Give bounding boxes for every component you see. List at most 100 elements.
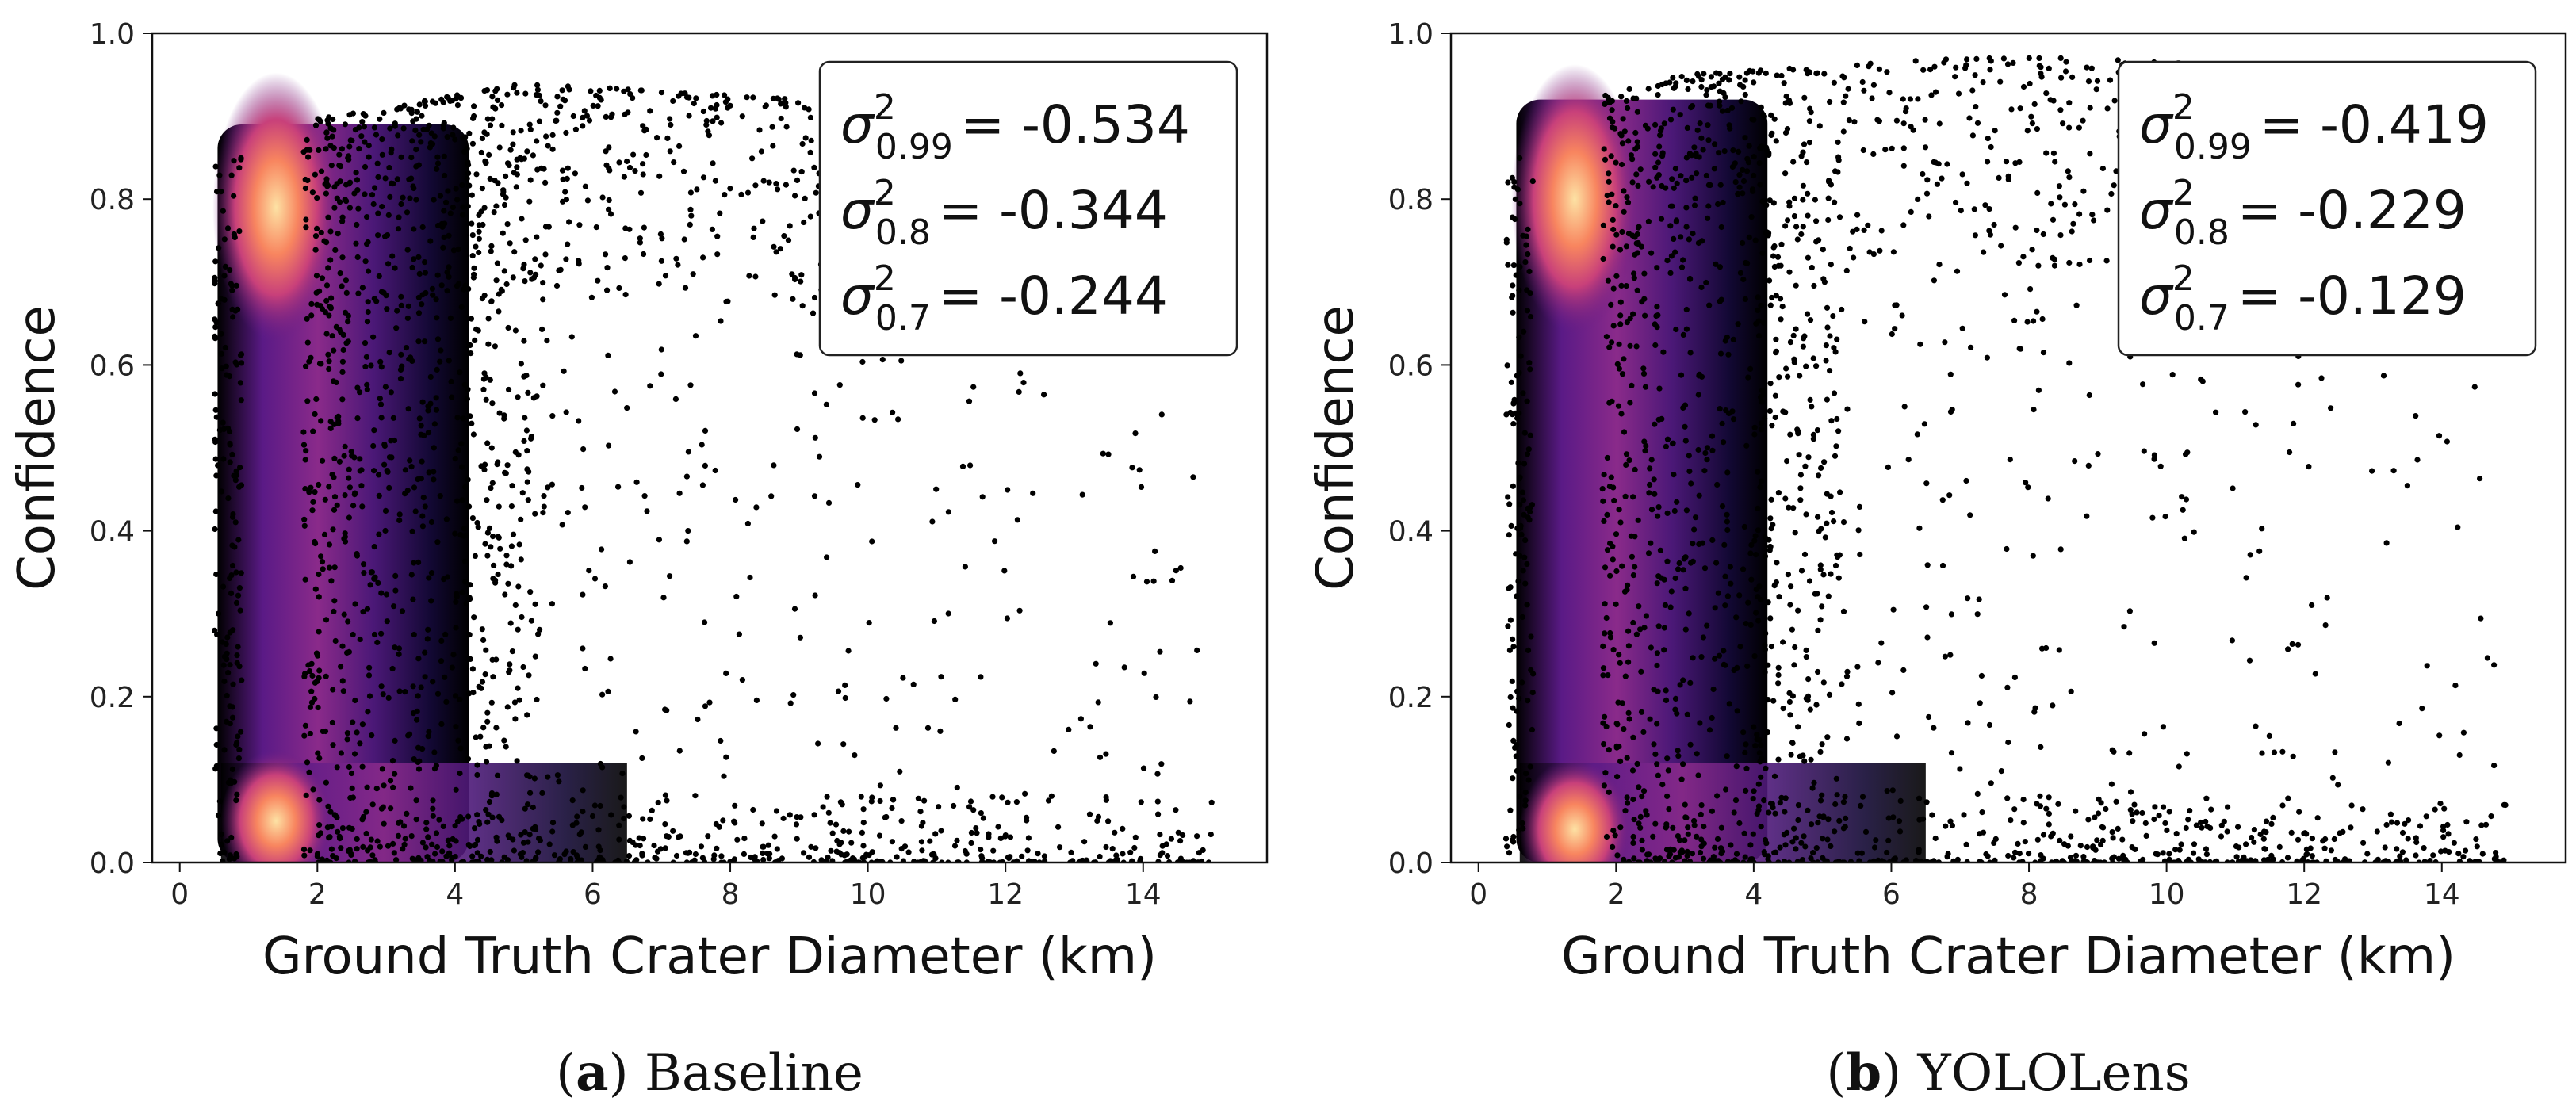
scatter-point xyxy=(1655,159,1662,166)
scatter-point xyxy=(371,631,378,638)
scatter-point xyxy=(469,515,477,522)
scatter-point xyxy=(2004,684,2011,690)
scatter-point xyxy=(1510,775,1516,782)
scatter-point xyxy=(443,516,450,522)
scatter-point xyxy=(331,598,338,604)
scatter-point xyxy=(1601,741,1607,748)
scatter-point xyxy=(1683,155,1690,161)
scatter-point xyxy=(212,407,219,413)
scatter-point xyxy=(1506,532,1512,538)
scatter-point xyxy=(2156,813,2162,819)
scatter-point xyxy=(1917,341,1923,347)
scatter-point xyxy=(1758,824,1764,830)
scatter-point xyxy=(392,123,398,129)
scatter-point xyxy=(429,141,436,147)
scatter-point xyxy=(1114,857,1120,862)
scatter-point xyxy=(2301,830,2307,836)
scatter-point xyxy=(420,495,427,501)
scatter-point xyxy=(488,790,496,797)
scatter-point xyxy=(454,498,461,504)
scatter-point xyxy=(469,140,477,147)
scatter-point xyxy=(2073,302,2080,308)
scatter-point xyxy=(1683,205,1690,211)
scatter-point xyxy=(978,847,984,853)
scatter-point xyxy=(618,794,624,801)
scatter-point xyxy=(1025,835,1032,841)
scatter-point xyxy=(1628,152,1634,159)
scatter-point xyxy=(350,631,356,638)
scatter-point xyxy=(302,486,308,492)
scatter-point xyxy=(1840,99,1847,105)
scatter-point xyxy=(1682,837,1688,843)
scatter-point xyxy=(641,128,648,134)
scatter-point xyxy=(349,825,355,832)
scatter-point xyxy=(780,815,787,821)
scatter-point xyxy=(327,834,333,840)
scatter-point xyxy=(1744,155,1751,162)
scatter-point xyxy=(1858,850,1865,856)
scatter-point xyxy=(1803,363,1809,369)
scatter-point xyxy=(2061,201,2068,208)
scatter-point xyxy=(554,109,561,116)
scatter-point xyxy=(1196,850,1202,856)
scatter-point xyxy=(1515,578,1521,584)
scatter-point xyxy=(643,151,649,159)
scatter-point xyxy=(1646,490,1652,496)
scatter-point xyxy=(331,494,339,500)
scatter-point xyxy=(1624,587,1630,593)
scatter-point xyxy=(1701,71,1707,77)
scatter-point xyxy=(607,211,614,217)
scatter-point xyxy=(1672,706,1678,713)
stat-line: σ2 0.99 = -0.419 xyxy=(2139,87,2489,167)
scatter-point xyxy=(760,218,766,224)
scatter-point xyxy=(794,177,801,183)
scatter-point xyxy=(1776,594,1782,600)
scatter-point xyxy=(2056,183,2062,189)
scatter-point xyxy=(215,610,222,617)
scatter-point xyxy=(473,171,480,178)
scatter-point xyxy=(968,840,974,846)
stat-value: = -0.244 xyxy=(939,266,1168,327)
scatter-point xyxy=(1840,799,1847,805)
scatter-point xyxy=(450,132,456,138)
scatter-point xyxy=(792,193,798,199)
scatter-point xyxy=(1774,72,1780,78)
scatter-point xyxy=(1831,79,1837,86)
scatter-point xyxy=(1939,562,1946,569)
scatter-point xyxy=(1647,481,1653,488)
scatter-point xyxy=(603,148,609,155)
scatter-point xyxy=(1710,83,1717,90)
scatter-point xyxy=(331,474,337,480)
scatter-point xyxy=(1947,408,1954,415)
scatter-point xyxy=(609,111,615,117)
scatter-point xyxy=(672,396,679,402)
scatter-point xyxy=(633,857,640,862)
scatter-point xyxy=(212,163,219,170)
scatter-point xyxy=(411,756,417,763)
scatter-point xyxy=(1100,450,1106,457)
scatter-point xyxy=(1762,646,1768,653)
scatter-point xyxy=(1736,184,1743,190)
scatter-point xyxy=(371,427,377,434)
scatter-point xyxy=(1627,316,1633,322)
scatter-point xyxy=(1177,564,1184,572)
scatter-point xyxy=(586,117,593,124)
scatter-point xyxy=(1734,708,1740,714)
scatter-point xyxy=(1057,844,1063,851)
scatter-point xyxy=(315,704,321,711)
scatter-point xyxy=(1791,356,1797,362)
scatter-point xyxy=(1927,67,1934,73)
scatter-point xyxy=(468,316,475,322)
scatter-point xyxy=(1828,843,1834,849)
scatter-point xyxy=(404,209,411,216)
scatter-point xyxy=(405,406,411,412)
scatter-point xyxy=(1522,789,1529,796)
scatter-point xyxy=(1682,554,1689,560)
scatter-point xyxy=(1820,679,1827,686)
scatter-point xyxy=(978,674,984,680)
scatter-point xyxy=(229,704,235,710)
scatter-point xyxy=(1140,765,1147,771)
scatter-point xyxy=(312,538,318,545)
scatter-point xyxy=(1617,824,1624,831)
scatter-point xyxy=(1004,615,1010,622)
